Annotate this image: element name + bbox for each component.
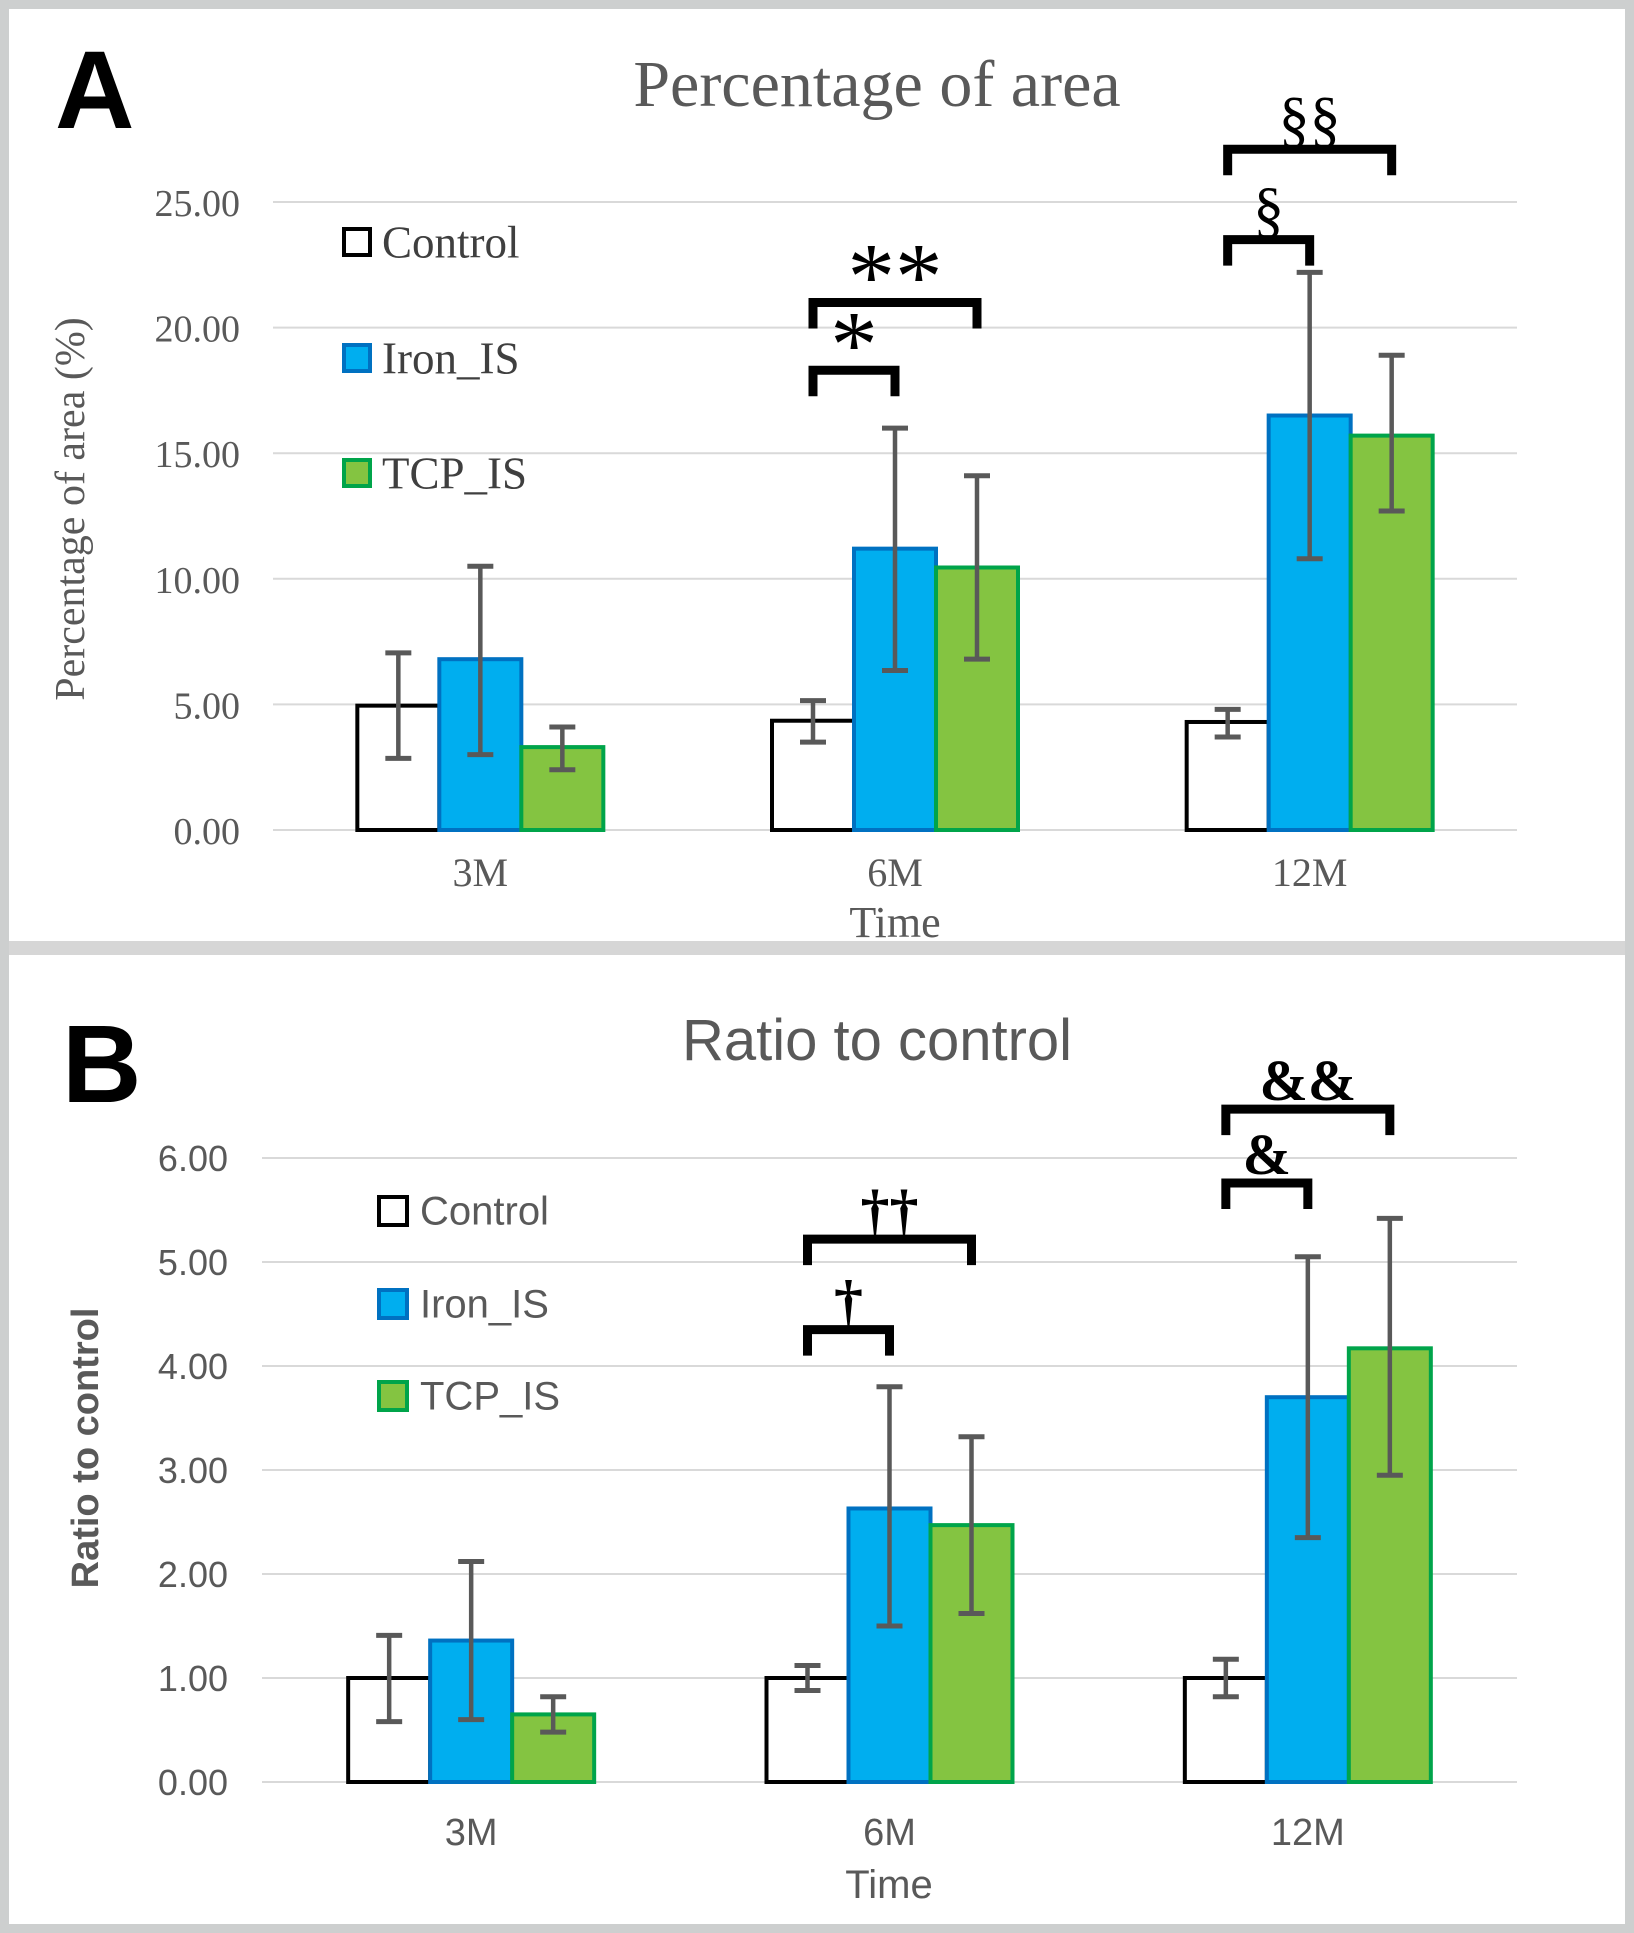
significance-bracket bbox=[1221, 1104, 1395, 1136]
significance-label: ** bbox=[848, 223, 943, 329]
chart-b-x-axis-title: Time bbox=[845, 1863, 932, 1907]
significance-label: †† bbox=[861, 1178, 919, 1243]
bar-control-12m bbox=[1184, 719, 1271, 833]
significance-label: & bbox=[1243, 1122, 1291, 1187]
y-tick-label: 1.00 bbox=[158, 1658, 228, 1699]
y-tick-label: 2.00 bbox=[158, 1554, 228, 1595]
chart-b-plot-area: 0.00 1.00 2.00 3.00 4.00 5.00 6.00 3M 6M 12M Contr… bbox=[158, 1048, 1517, 1854]
y-tick-label: 6.00 bbox=[158, 1138, 228, 1179]
legend-label-iron_is: Iron_IS bbox=[420, 1283, 549, 1327]
significance-label: † bbox=[834, 1269, 863, 1334]
panel-a: A Percentage of area Percentage of area … bbox=[48, 29, 1517, 947]
bar-iron_is-6m bbox=[852, 546, 938, 832]
y-tick-label: 0.00 bbox=[158, 1762, 228, 1803]
chart-a-plot-area: 0.00 5.00 10.00 15.00 20.00 25.00 3M 6M 12M Contr… bbox=[155, 86, 1517, 895]
chart-a-title: Percentage of area bbox=[633, 48, 1120, 121]
chart-a-y-axis-title: Percentage of area (%) bbox=[48, 317, 94, 701]
x-category-label-12m: 12M bbox=[1271, 1812, 1345, 1854]
legend-item-tcp_is: TCP_IS bbox=[377, 1375, 560, 1419]
panel-letter-a: A bbox=[55, 29, 134, 152]
x-category-label-3m: 3M bbox=[445, 1812, 498, 1854]
significance-bracket bbox=[803, 1234, 976, 1266]
y-tick-label: 4.00 bbox=[158, 1346, 228, 1387]
panel-divider bbox=[9, 941, 1625, 955]
y-tick-label: 25.00 bbox=[155, 183, 241, 225]
significance-label: * bbox=[830, 291, 878, 397]
y-tick-label: 15.00 bbox=[155, 434, 241, 476]
chart-b-title: Ratio to control bbox=[682, 1008, 1072, 1073]
x-category-label-6m: 6M bbox=[863, 1812, 916, 1854]
bar-control-6m bbox=[764, 1676, 851, 1784]
chart-b-y-axis-title: Ratio to control bbox=[65, 1308, 107, 1589]
significance-label: § bbox=[1253, 177, 1284, 245]
significance-label: §§ bbox=[1279, 86, 1341, 154]
legend: Control Iron_IS TCP_IS bbox=[377, 1190, 560, 1419]
legend-swatch-tcp_is bbox=[342, 458, 372, 488]
legend-item-control: Control bbox=[342, 217, 520, 267]
legend-swatch-control bbox=[342, 227, 372, 257]
y-tick-label: 5.00 bbox=[158, 1242, 228, 1283]
y-tick-label: 10.00 bbox=[155, 560, 241, 602]
legend-item-tcp_is: TCP_IS bbox=[342, 448, 527, 498]
y-tick-label: 5.00 bbox=[174, 685, 241, 727]
significance-label: && bbox=[1260, 1048, 1357, 1113]
x-category-label-6m: 6M bbox=[867, 850, 923, 895]
panel-b: B Ratio to control Ratio to control Time… bbox=[62, 1003, 1517, 1907]
y-tick-label: 3.00 bbox=[158, 1450, 228, 1491]
chart-a-x-axis-title: Time bbox=[849, 898, 940, 947]
legend-label-tcp_is: TCP_IS bbox=[382, 448, 527, 498]
significance-bracket bbox=[803, 1325, 894, 1356]
legend-item-iron_is: Iron_IS bbox=[377, 1283, 549, 1327]
legend-swatch-iron_is bbox=[342, 343, 372, 373]
x-category-label-3m: 3M bbox=[453, 850, 509, 895]
legend-label-tcp_is: TCP_IS bbox=[420, 1375, 560, 1419]
significance-bracket bbox=[1223, 235, 1315, 266]
legend-item-control: Control bbox=[377, 1190, 549, 1234]
panel-letter-b: B bbox=[62, 1003, 141, 1126]
legend-swatch-tcp_is bbox=[377, 1380, 409, 1412]
x-category-label-12m: 12M bbox=[1272, 850, 1348, 895]
legend-label-control: Control bbox=[382, 217, 520, 267]
legend-item-iron_is: Iron_IS bbox=[342, 333, 519, 383]
legend-label-iron_is: Iron_IS bbox=[382, 333, 519, 383]
legend-label-control: Control bbox=[420, 1190, 549, 1234]
y-tick-label: 20.00 bbox=[155, 309, 241, 351]
legend-swatch-iron_is bbox=[377, 1288, 409, 1320]
legend: Control Iron_IS TCP_IS bbox=[342, 217, 527, 498]
significance-bracket bbox=[1221, 1178, 1313, 1209]
significance-bracket bbox=[808, 365, 900, 397]
significance-bracket bbox=[1223, 144, 1397, 176]
significance-bracket bbox=[808, 297, 982, 329]
y-tick-label: 0.00 bbox=[174, 811, 241, 853]
legend-swatch-control bbox=[377, 1195, 409, 1227]
